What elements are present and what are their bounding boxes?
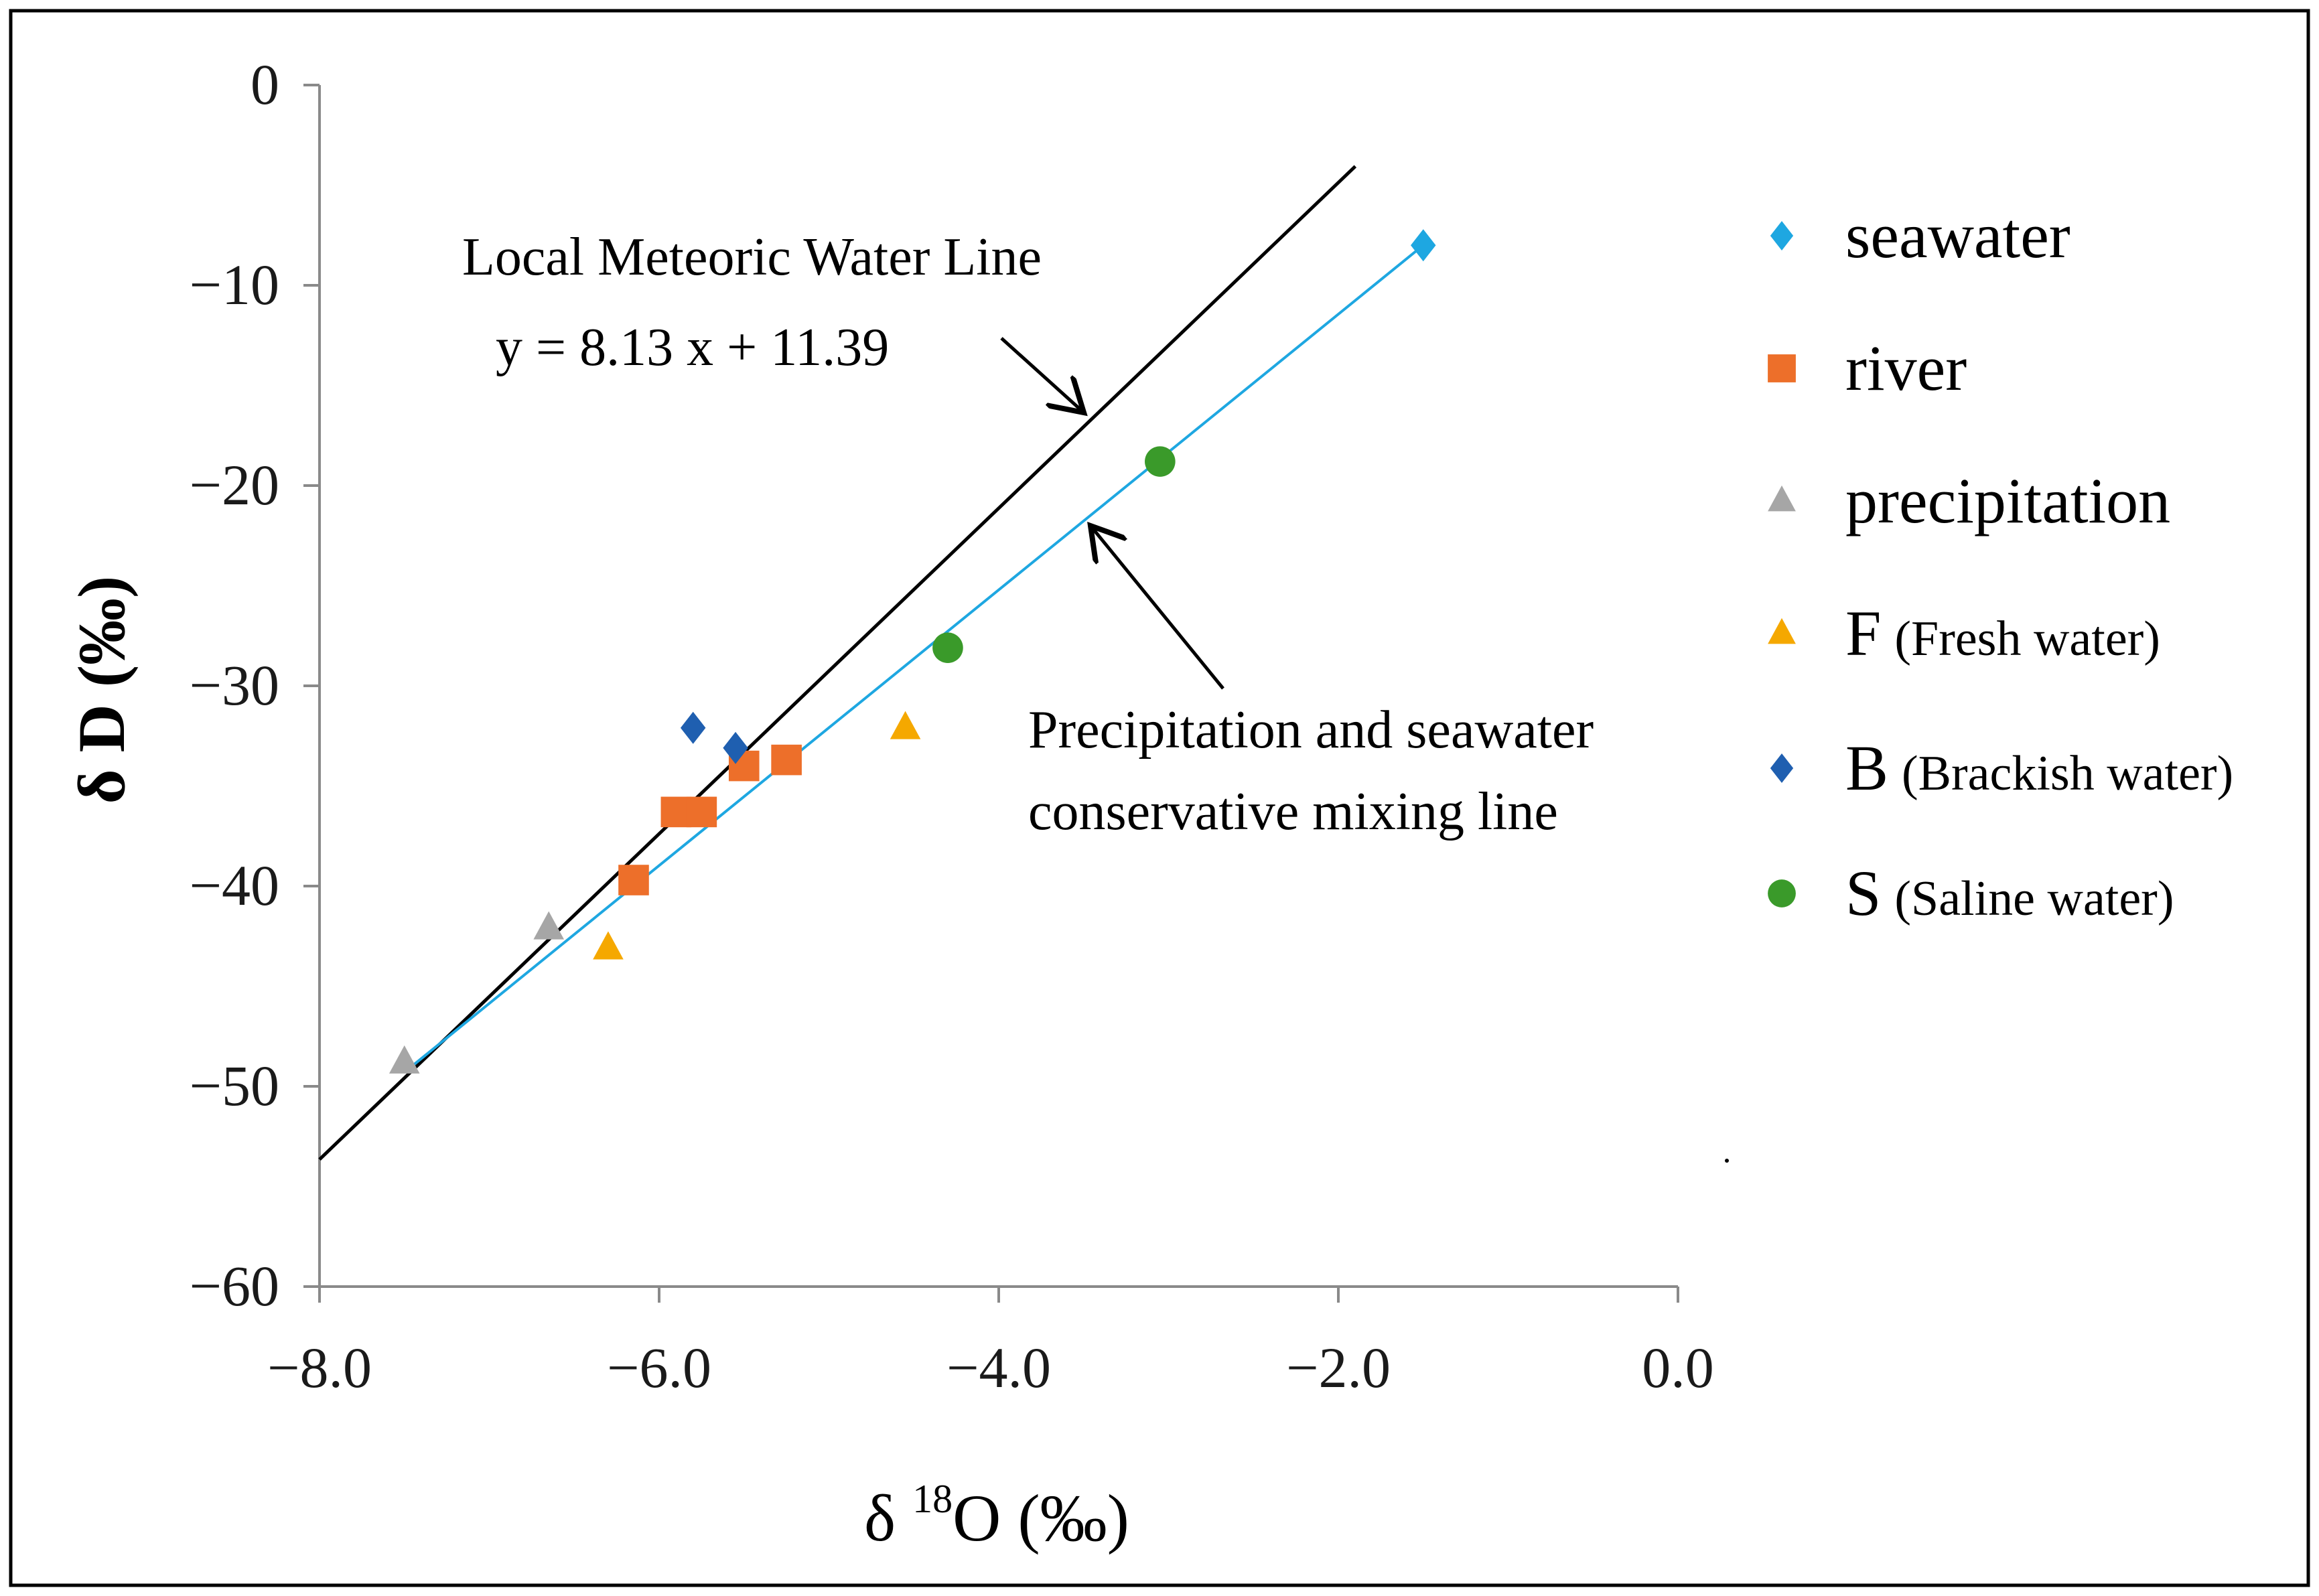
legend-label-precipitation: precipitation xyxy=(1845,465,2170,536)
f-point xyxy=(890,711,921,739)
stray-dot xyxy=(1725,1159,1729,1163)
lmwl-arrow xyxy=(1000,337,1084,413)
f-point xyxy=(593,931,624,960)
precipitation-point xyxy=(389,1045,420,1074)
lmwl-line xyxy=(318,165,1357,1161)
y-tick-label: −40 xyxy=(189,853,279,918)
legend-marker-f xyxy=(1768,618,1796,644)
y-tick-label: 0 xyxy=(251,52,279,117)
legend-label-b: B (Brackish water) xyxy=(1845,732,2233,804)
points-layer xyxy=(389,229,1436,1074)
legend-marker-seawater xyxy=(1770,221,1794,250)
x-tick-label: −8.0 xyxy=(267,1335,372,1400)
river-point xyxy=(686,796,717,828)
mixing-line-arrow xyxy=(1091,526,1224,690)
s-point xyxy=(1145,446,1176,477)
x-axis-title: δ 18O (‰) xyxy=(864,1477,1129,1555)
mixing-line xyxy=(403,244,1425,1074)
seawater-point xyxy=(1411,229,1436,262)
legend-marker-river xyxy=(1768,354,1796,382)
y-tick-label: −10 xyxy=(189,252,279,317)
mixing-line-annotation-2: conservative mixing line xyxy=(1028,782,1558,841)
legend-label-river: river xyxy=(1845,332,1967,404)
s-point xyxy=(932,632,963,663)
legend-label-seawater: seawater xyxy=(1845,200,2070,271)
b-point xyxy=(680,711,706,744)
y-tick-label: −30 xyxy=(189,653,279,717)
precipitation-point xyxy=(533,911,565,940)
y-ticks: 0 −10 −20 −30 −40 −50 −60 xyxy=(189,52,320,1318)
legend: seawater river precipitation F (Fresh water)… xyxy=(1768,200,2233,929)
y-tick-label: −60 xyxy=(189,1254,279,1318)
x-ticks: −8.0 −6.0 −4.0 −2.0 0.0 xyxy=(267,1287,1714,1400)
b-point xyxy=(723,731,748,764)
river-point xyxy=(771,744,802,776)
figure-border xyxy=(9,9,2310,1587)
x-tick-label: −6.0 xyxy=(607,1335,711,1400)
y-tick-label: −20 xyxy=(189,453,279,517)
x-tick-label: 0.0 xyxy=(1642,1335,1714,1400)
legend-label-s: S (Saline water) xyxy=(1845,857,2174,929)
river-point xyxy=(618,865,649,895)
x-tick-label: −4.0 xyxy=(946,1335,1051,1400)
river-point xyxy=(660,796,692,828)
x-tick-label: −2.0 xyxy=(1286,1335,1391,1400)
lmwl-title-annotation: Local Meteoric Water Line xyxy=(462,228,1042,287)
y-axis-title: δ D (‰) xyxy=(64,576,139,804)
lines-layer xyxy=(318,165,1425,1161)
legend-marker-b xyxy=(1770,753,1794,783)
mixing-line-annotation-1: Precipitation and seawater xyxy=(1028,701,1594,759)
y-tick-label: −50 xyxy=(189,1054,279,1118)
legend-label-f: F (Fresh water) xyxy=(1845,597,2160,669)
lmwl-equation-annotation: y = 8.13 x + 11.39 xyxy=(496,318,889,377)
legend-marker-s xyxy=(1768,879,1796,908)
legend-marker-precipitation xyxy=(1768,485,1796,512)
